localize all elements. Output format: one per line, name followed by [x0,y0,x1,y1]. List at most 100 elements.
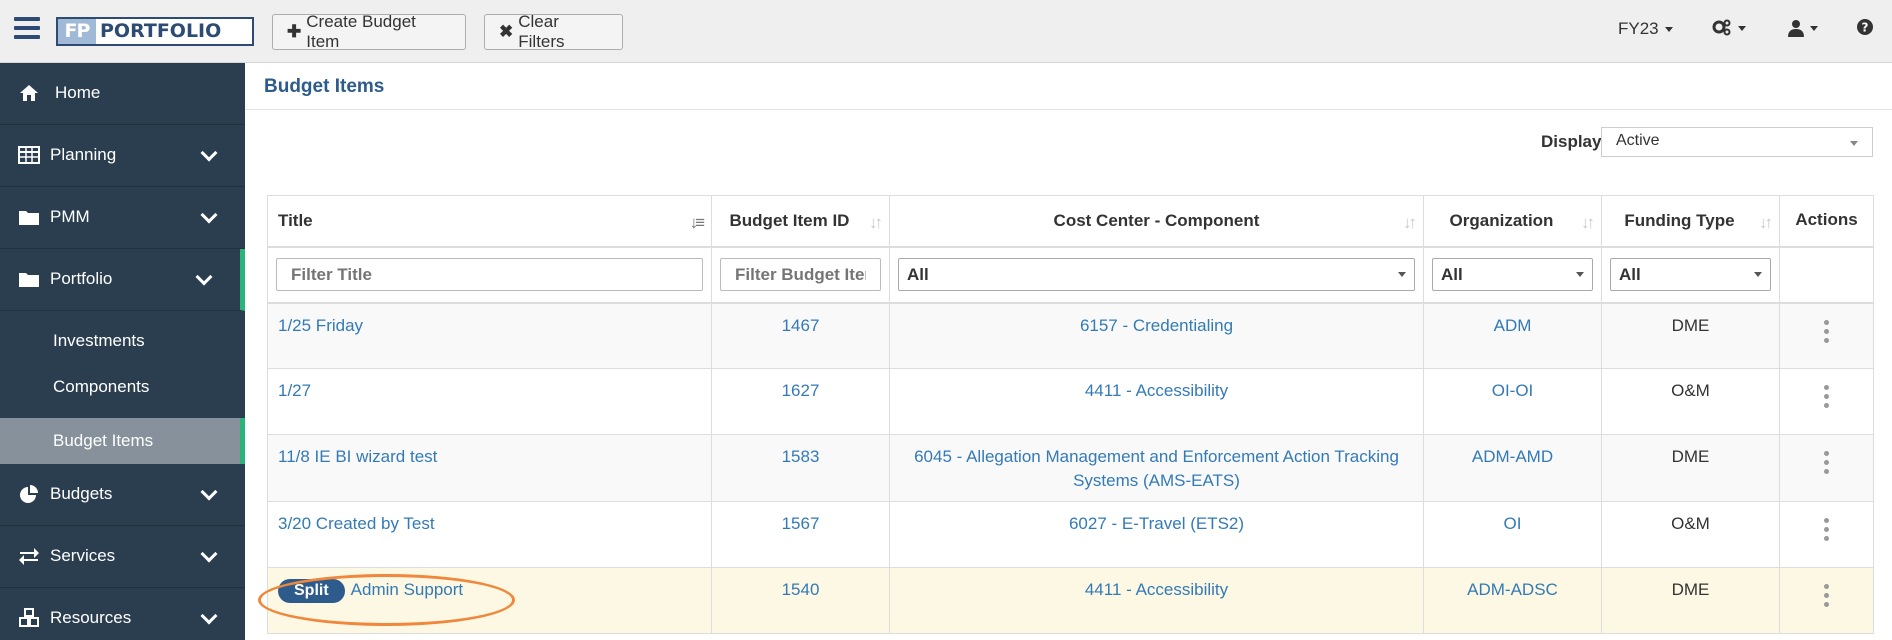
user-dropdown[interactable] [1788,19,1818,37]
sidebar-item-services[interactable]: Services [0,526,245,588]
id-cell: 1540 [711,567,890,634]
organization-link[interactable]: OI-OI [1491,381,1534,400]
column-header-label: Cost Center - Component [1053,210,1260,230]
more-vertical-icon[interactable] [1823,584,1830,611]
clear-filters-button[interactable]: ✖ Clear Filters [484,12,623,51]
title-link[interactable]: Admin Support [350,580,464,599]
column-header-organization[interactable]: Organization ↓↑ [1423,195,1602,248]
cost-center-cell: 6027 - E-Travel (ETS2) [889,501,1424,568]
filter-budget-item-id-input[interactable] [720,258,881,291]
column-header-cost-center[interactable]: Cost Center - Component ↓↑ [889,195,1424,248]
chevron-down-icon [1754,272,1762,277]
sort-icon[interactable]: ↓↑ [1759,213,1773,232]
organization-cell: OI-OI [1423,368,1602,435]
chevron-down-icon [1738,25,1746,31]
sidebar-item-portfolio[interactable]: Portfolio [0,249,245,311]
more-vertical-icon[interactable] [1823,319,1830,347]
x-icon: ✖ [499,22,514,41]
sidebar-item-label: Planning [50,145,117,164]
column-header-title[interactable]: Title ↓≡ [267,195,712,248]
title-cell: 1/27 [267,368,712,435]
filter-funding-type-select[interactable]: All [1610,258,1771,291]
chevron-down-icon [1664,26,1673,32]
sidebar-item-label: Budgets [50,484,113,503]
budget-items-table: Title ↓≡ Budget Item ID ↓↑ Cost Center - C… [267,195,1874,634]
column-header-label: Actions [1795,210,1858,229]
help-icon[interactable]: ? [1857,19,1873,35]
sidebar-item-planning[interactable]: Planning [0,125,245,187]
sidebar-subitem-budget-items[interactable]: Budget Items [0,418,245,464]
organization-link[interactable]: ADM [1493,315,1532,335]
cost-center-link[interactable]: 4411 - Accessibility [1084,381,1229,400]
main-content: Budget Items Display Active Title ↓≡ Budg… [245,63,1892,640]
column-header-budget-item-id[interactable]: Budget Item ID ↓↑ [711,195,890,248]
sidebar-item-label: Services [50,546,116,565]
clear-filters-label: Clear Filters [518,12,565,51]
chevron-down-icon [200,545,218,563]
title-link[interactable]: 1/25 Friday [278,315,364,335]
sidebar-item-resources[interactable]: Resources [0,588,245,640]
cost-center-link[interactable]: 6027 - E-Travel (ETS2) [1068,514,1245,533]
app-logo[interactable]: FP PORTFOLIO [56,17,254,46]
id-link[interactable]: 1540 [781,580,820,599]
more-vertical-icon[interactable] [1823,451,1830,478]
sort-desc-icon[interactable]: ↓≡ [689,213,706,232]
top-navbar: FP PORTFOLIO ✚ Create Budget Item ✖ Clea… [0,0,1892,63]
id-link[interactable]: 1467 [781,315,820,335]
column-header-actions: Actions [1779,195,1874,248]
more-vertical-icon[interactable] [1823,385,1830,412]
cost-center-cell: 4411 - Accessibility [889,567,1424,634]
filter-cell [711,246,890,304]
actions-cell [1779,302,1874,369]
chevron-down-icon [1398,272,1406,277]
sort-icon[interactable]: ↓↑ [869,213,883,232]
organization-link[interactable]: OI [1503,514,1522,533]
create-budget-item-button[interactable]: ✚ Create Budget Item [272,12,466,51]
title-link[interactable]: 1/27 [278,381,312,400]
sidebar-item-home[interactable]: Home [0,63,245,125]
chevron-down-icon [195,268,213,286]
title-cell: Split Admin Support [267,567,712,634]
filter-cost-center-select[interactable]: All [898,258,1415,291]
actions-cell [1779,567,1874,634]
title-link[interactable]: 11/8 IE BI wizard test [278,447,438,466]
chevron-down-icon [200,607,218,625]
filter-organization-select[interactable]: All [1432,258,1593,291]
id-link[interactable]: 1567 [781,514,820,533]
create-budget-item-label: Create Budget Item [306,12,416,51]
column-header-label: Title [278,210,313,230]
display-select-value: Active [1616,132,1660,149]
organization-cell: OI [1423,501,1602,568]
title-link[interactable]: 3/20 Created by Test [278,514,435,533]
filter-title-input[interactable] [276,258,703,291]
cost-center-link[interactable]: 6157 - Credentialing [1079,315,1234,335]
fiscal-year-dropdown[interactable]: FY23 [1618,19,1673,39]
cost-center-link[interactable]: 4411 - Accessibility [1084,580,1229,599]
sidebar-item-budgets[interactable]: Budgets [0,464,245,526]
cubes-icon [19,608,39,627]
id-link[interactable]: 1583 [781,447,820,466]
organization-link[interactable]: ADM-ADSC [1467,580,1558,599]
id-link[interactable]: 1627 [781,381,820,400]
filter-cell: All [1601,246,1780,304]
more-vertical-icon[interactable] [1823,518,1830,545]
hamburger-menu-icon[interactable] [14,17,40,39]
sidebar-item-pmm[interactable]: PMM [0,187,245,249]
organization-link[interactable]: ADM-AMD [1471,447,1554,466]
sidebar-item-label: PMM [50,207,90,226]
organization-cell: ADM-ADSC [1423,567,1602,634]
sidebar-subitem-investments[interactable]: Investments [0,318,245,364]
sidebar-subitem-components[interactable]: Components [0,364,245,410]
table-icon [18,146,40,164]
sort-icon[interactable]: ↓↑ [1581,213,1595,232]
column-header-funding-type[interactable]: Funding Type ↓↑ [1601,195,1780,248]
sort-icon[interactable]: ↓↑ [1403,213,1417,232]
id-cell: 1627 [711,368,890,435]
cost-center-link[interactable]: 6045 - Allegation Management and Enforce… [914,447,1399,490]
cost-center-cell: 4411 - Accessibility [889,368,1424,435]
display-select[interactable]: Active [1601,127,1873,157]
filter-value: All [1619,265,1641,284]
settings-dropdown[interactable] [1712,19,1746,37]
actions-cell [1779,368,1874,435]
filter-cell [1779,246,1874,304]
